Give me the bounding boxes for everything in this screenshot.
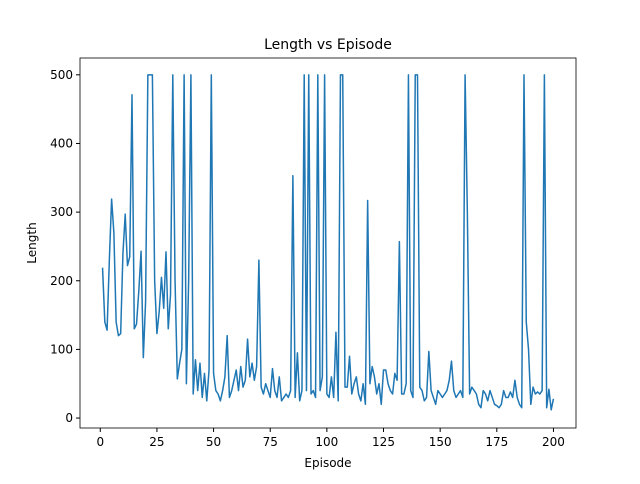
chart-title: Length vs Episode [264, 37, 392, 53]
plot-frame [79, 57, 577, 429]
x-tick-label: 50 [206, 435, 221, 449]
y-tick-label: 0 [65, 411, 73, 425]
x-tick-label: 150 [429, 435, 452, 449]
x-tick-label: 75 [263, 435, 278, 449]
y-tick-label: 300 [50, 205, 73, 219]
y-tick-label: 100 [50, 342, 73, 356]
x-tick-label: 200 [542, 435, 565, 449]
line [101, 74, 555, 411]
x-tick-label: 175 [485, 435, 508, 449]
x-tick-label: 125 [372, 435, 395, 449]
y-tick-label: 500 [50, 68, 73, 82]
y-axis-label: Length [25, 222, 39, 263]
y-tick-label: 200 [50, 274, 73, 288]
x-axis-label: Episode [304, 456, 351, 470]
x-tick-label: 100 [315, 435, 338, 449]
x-tick-label: 25 [149, 435, 164, 449]
y-tick-label: 400 [50, 136, 73, 150]
x-tick-label: 0 [96, 435, 104, 449]
